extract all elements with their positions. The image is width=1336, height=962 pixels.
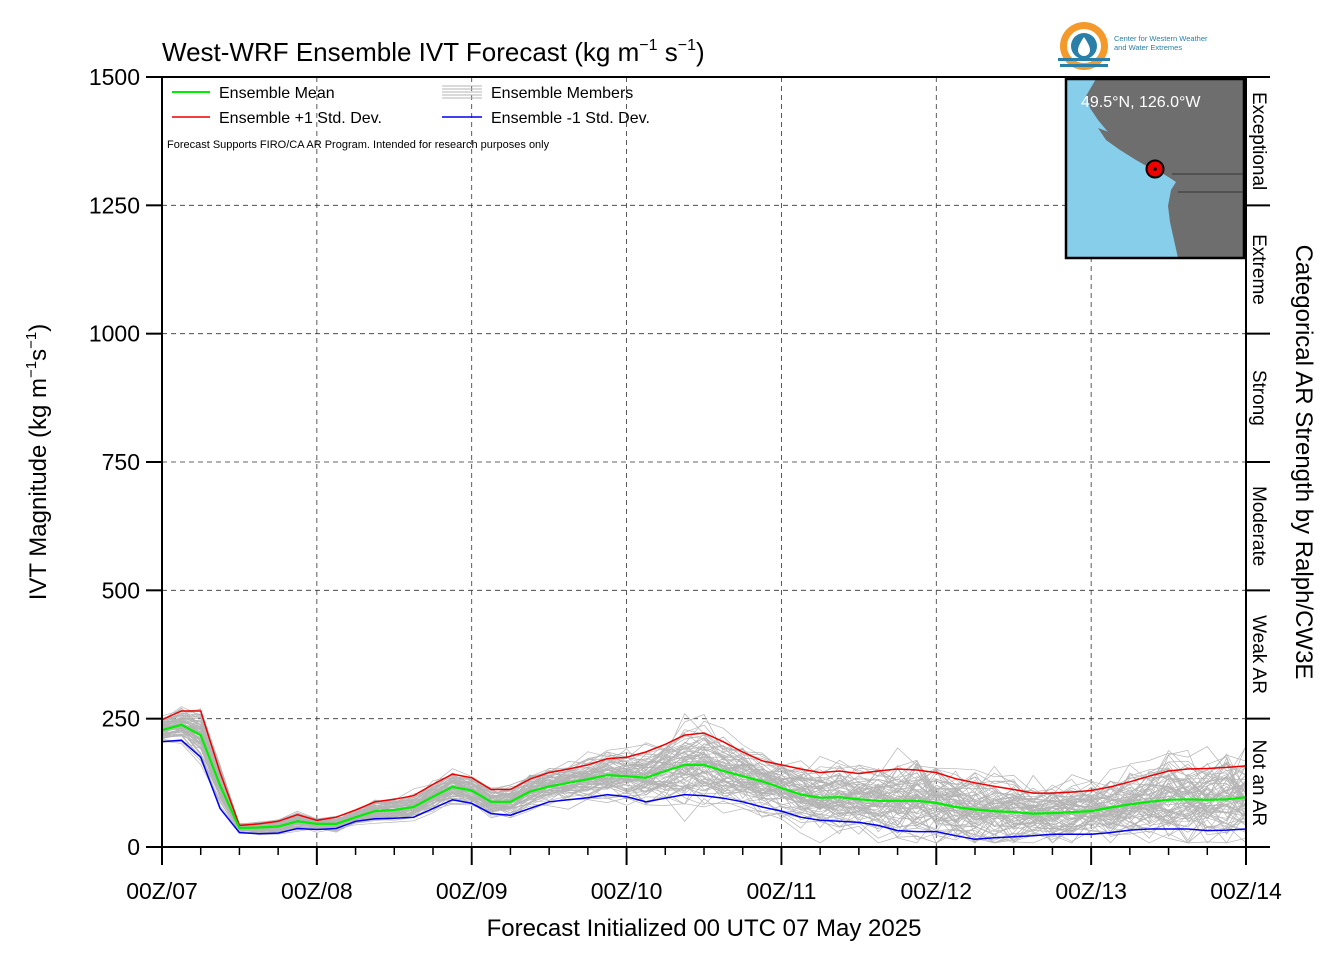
logo-text-line1: Center for Western Weather (1114, 34, 1208, 43)
ensemble-plus-std-line (161, 710, 1247, 827)
category-label: Exceptional (1248, 92, 1269, 190)
legend-swatch-members (442, 85, 482, 99)
grid-lines (162, 77, 1246, 847)
y-tick-label: 1000 (89, 321, 140, 347)
y-tick-label: 0 (127, 834, 140, 860)
ensemble-member-line (161, 707, 1247, 828)
ensemble-members (161, 706, 1247, 844)
y-tick-label: 500 (102, 577, 140, 603)
category-label: Not an AR (1248, 740, 1269, 827)
logo-wave-2 (1060, 64, 1108, 67)
inset-land (1086, 79, 1244, 258)
x-tick-label: 00Z/10 (591, 878, 663, 904)
inset-location-label: 49.5°N, 126.0°W (1081, 94, 1201, 111)
water-drop-icon (1078, 37, 1090, 56)
y-tick-label: 1500 (89, 64, 140, 90)
x-axis-title: Forecast Initialized 00 UTC 07 May 2025 (487, 915, 922, 942)
ensemble-member-line (161, 709, 1247, 825)
x-axis: 00Z/07 00Z/08 00Z/09 00Z/10 00Z/11 00Z/12 00Z/… (126, 847, 1282, 904)
category-axis: Not an AR Weak AR Moderate Strong Extreme Exc… (1246, 76, 1270, 848)
x-tick-label: 00Z/14 (1210, 878, 1282, 904)
x-tick-label: 00Z/12 (900, 878, 972, 904)
inset-frame (1064, 77, 1246, 260)
category-axis-title: Categorical AR Strength by Ralph/CW3E (1290, 245, 1317, 680)
category-label: Extreme (1248, 234, 1269, 305)
legend-label-members: Ensemble Members (491, 85, 633, 102)
ensemble-member-line (161, 714, 1247, 826)
y-tick-label: 1250 (89, 192, 140, 218)
ensemble-member-line (161, 728, 1247, 831)
category-label: Moderate (1248, 486, 1269, 566)
y-axis-title: IVT Magnitude (kg m−1s−1) (23, 324, 52, 601)
legend: Ensemble Mean Ensemble +1 Std. Dev. Ense… (167, 85, 650, 151)
logo-wave-1 (1058, 58, 1110, 61)
inset-map: 49.5°N, 126.0°W (1064, 77, 1246, 260)
disclaimer-text: Forecast Supports FIRO/CA AR Program. In… (167, 139, 550, 151)
ensemble-mean-line (161, 723, 1247, 830)
legend-label-plus: Ensemble +1 Std. Dev. (219, 110, 382, 127)
ensemble-minus-std-line (161, 739, 1247, 841)
y-axis: 0 250 500 750 1000 1250 1500 (89, 64, 162, 860)
ensemble-member-line (161, 715, 1247, 827)
x-tick-label: 00Z/07 (126, 878, 198, 904)
category-label: Strong (1248, 370, 1269, 426)
x-tick-label: 00Z/13 (1055, 878, 1127, 904)
legend-label-minus: Ensemble -1 Std. Dev. (491, 110, 650, 127)
chart-title: West-WRF Ensemble IVT Forecast (kg m−1 s… (162, 37, 705, 67)
y-tick-label: 250 (102, 706, 140, 732)
inset-island (1098, 128, 1160, 170)
x-tick-label: 00Z/08 (281, 878, 353, 904)
x-tick-label: 00Z/09 (436, 878, 508, 904)
x-tick-label: 00Z/11 (746, 878, 816, 904)
logo-text-line2: and Water Extremes (1114, 43, 1182, 52)
cw3e-logo: Center for Western Weather and Water Ext… (1058, 22, 1208, 70)
ensemble-member-line (161, 740, 1247, 844)
ensemble-member-line (161, 740, 1247, 844)
legend-label-mean: Ensemble Mean (219, 85, 335, 102)
ensemble-lines (161, 710, 1247, 841)
y-tick-label: 750 (102, 449, 140, 475)
location-marker-dot (1153, 167, 1157, 171)
category-label: Weak AR (1248, 615, 1269, 694)
